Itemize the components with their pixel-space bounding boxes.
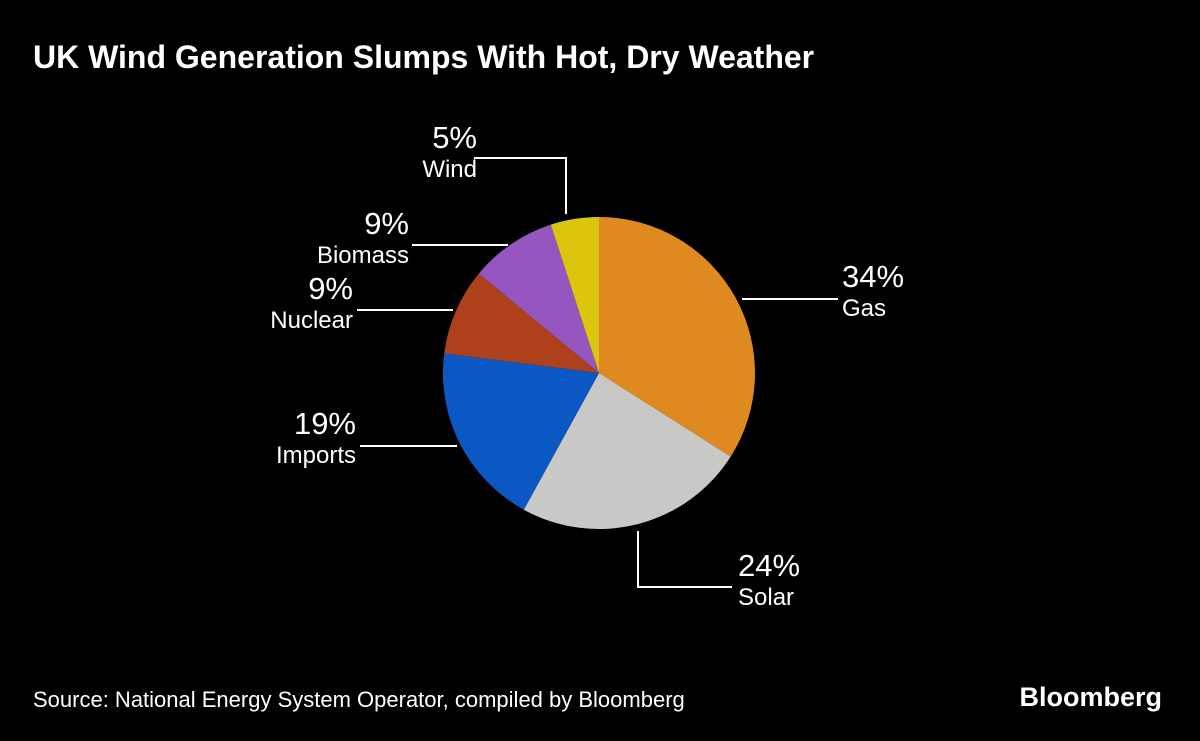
gas-label: Gas [842,295,887,322]
bloomberg-logo: Bloomberg [1019,682,1162,712]
pie-slice-gas [599,217,755,457]
wind-percent: 5% [432,120,477,155]
nuclear-percent: 9% [308,271,353,306]
leader-wind [474,157,567,214]
chart-title: UK Wind Generation Slumps With Hot, Dry … [33,39,815,75]
solar-label: Solar [738,584,795,611]
callout-imports: 19% Imports [276,406,356,470]
wind-label: Wind [422,156,477,183]
biomass-label: Biomass [316,242,409,269]
callout-wind: 5% Wind [422,120,477,184]
leader-solar [637,531,732,588]
pie-slice-biomass [478,224,599,373]
callout-nuclear: 9% Nuclear [270,271,353,335]
pie-slice-nuclear [444,273,599,373]
solar-percent: 24% [738,548,801,583]
source-attribution: Source: National Energy System Operator,… [33,687,685,712]
pie-slice-wind [550,216,599,373]
imports-percent: 19% [293,406,356,441]
pie-slice-imports [442,353,599,510]
pie-slice-solar [523,373,731,530]
callout-gas: 34% Gas [842,259,904,323]
gas-percent: 34% [842,259,905,294]
nuclear-label: Nuclear [270,307,353,334]
pie-slices [442,216,755,530]
callout-solar: 24% Solar [738,548,800,612]
biomass-percent: 9% [364,206,409,241]
leader-lines [357,157,838,588]
callout-biomass: 9% Biomass [317,206,409,270]
imports-label: Imports [275,442,356,469]
